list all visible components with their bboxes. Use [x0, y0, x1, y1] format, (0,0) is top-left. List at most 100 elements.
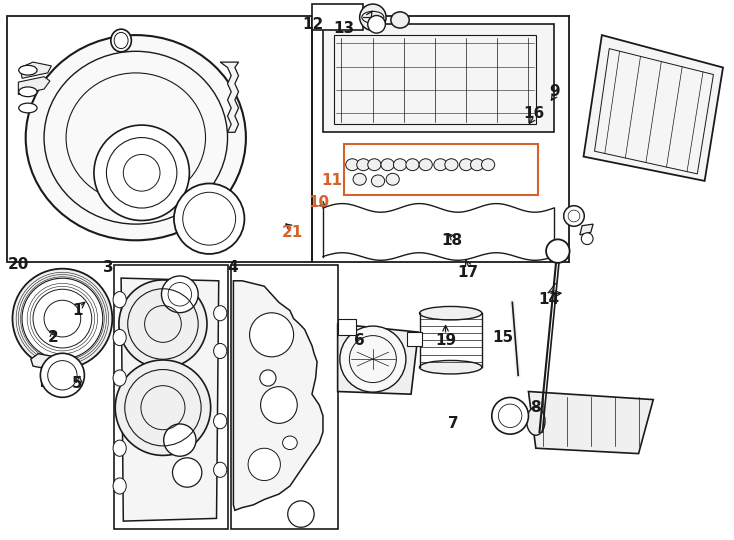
Bar	[7, 16, 312, 262]
Circle shape	[174, 184, 244, 254]
Ellipse shape	[459, 159, 473, 171]
Ellipse shape	[19, 87, 37, 97]
Ellipse shape	[283, 436, 297, 449]
Ellipse shape	[357, 159, 370, 171]
Circle shape	[368, 16, 385, 33]
Polygon shape	[220, 62, 239, 132]
Circle shape	[44, 300, 81, 337]
Circle shape	[250, 313, 294, 357]
Bar	[344, 144, 538, 195]
Circle shape	[48, 361, 77, 390]
Circle shape	[492, 397, 528, 434]
Ellipse shape	[214, 462, 227, 477]
Circle shape	[340, 326, 406, 392]
Circle shape	[164, 424, 196, 456]
Bar	[338, 319, 356, 335]
Circle shape	[564, 206, 584, 226]
Ellipse shape	[482, 159, 495, 171]
Ellipse shape	[390, 12, 410, 28]
Ellipse shape	[115, 32, 128, 49]
Text: 6: 6	[355, 333, 365, 348]
Circle shape	[40, 353, 84, 397]
Ellipse shape	[371, 175, 385, 187]
Ellipse shape	[19, 65, 37, 75]
Ellipse shape	[386, 173, 399, 185]
Ellipse shape	[445, 159, 458, 171]
Ellipse shape	[113, 370, 126, 386]
Circle shape	[22, 278, 103, 359]
Ellipse shape	[406, 159, 419, 171]
Circle shape	[581, 233, 593, 245]
Bar	[334, 35, 536, 124]
Circle shape	[248, 448, 280, 481]
Ellipse shape	[113, 292, 126, 308]
Bar	[407, 332, 422, 346]
Ellipse shape	[113, 478, 126, 494]
Ellipse shape	[393, 159, 407, 171]
Text: 1: 1	[72, 303, 82, 318]
Text: 14: 14	[539, 292, 559, 307]
Text: 19: 19	[435, 333, 456, 348]
Bar	[41, 366, 50, 386]
Ellipse shape	[111, 29, 131, 52]
Text: 18: 18	[441, 233, 462, 248]
Ellipse shape	[353, 173, 366, 185]
Text: 13: 13	[333, 21, 354, 36]
Text: 15: 15	[493, 330, 513, 345]
Polygon shape	[233, 281, 323, 510]
Ellipse shape	[526, 407, 545, 435]
Polygon shape	[580, 224, 593, 235]
Ellipse shape	[368, 159, 381, 171]
Polygon shape	[18, 77, 50, 94]
Polygon shape	[584, 35, 723, 181]
Circle shape	[12, 269, 112, 368]
Text: 2: 2	[48, 330, 58, 345]
Ellipse shape	[346, 159, 359, 171]
Text: 12: 12	[303, 17, 324, 32]
Bar	[231, 265, 338, 529]
Text: 7: 7	[448, 416, 459, 431]
Circle shape	[161, 276, 198, 313]
Ellipse shape	[113, 329, 126, 346]
Text: 17: 17	[457, 265, 478, 280]
Circle shape	[261, 387, 297, 423]
Ellipse shape	[420, 307, 482, 320]
Circle shape	[183, 192, 236, 245]
Text: 5: 5	[72, 376, 82, 391]
Text: 16: 16	[524, 106, 545, 121]
Circle shape	[119, 280, 207, 368]
Text: 20: 20	[7, 257, 29, 272]
Polygon shape	[31, 354, 55, 368]
Polygon shape	[21, 62, 51, 78]
Ellipse shape	[260, 370, 276, 386]
Ellipse shape	[381, 159, 394, 171]
Ellipse shape	[470, 159, 484, 171]
Bar	[114, 265, 228, 529]
Ellipse shape	[26, 35, 246, 240]
Text: 3: 3	[103, 260, 114, 275]
Text: 21: 21	[283, 225, 303, 240]
Ellipse shape	[113, 440, 126, 456]
Ellipse shape	[19, 103, 37, 113]
Text: 8: 8	[531, 400, 541, 415]
Ellipse shape	[420, 361, 482, 374]
Ellipse shape	[214, 414, 227, 429]
Circle shape	[33, 289, 92, 348]
Polygon shape	[528, 392, 653, 454]
Polygon shape	[338, 324, 418, 394]
Circle shape	[546, 239, 570, 263]
Circle shape	[568, 210, 580, 222]
Text: 4: 4	[228, 260, 238, 275]
Ellipse shape	[434, 159, 447, 171]
Circle shape	[115, 360, 211, 455]
Polygon shape	[121, 278, 219, 521]
Bar	[312, 4, 363, 30]
Text: 10: 10	[309, 195, 330, 210]
Circle shape	[288, 501, 314, 527]
Text: 11: 11	[321, 173, 342, 188]
Ellipse shape	[214, 306, 227, 321]
Ellipse shape	[419, 159, 432, 171]
Circle shape	[94, 125, 189, 220]
Text: 9: 9	[549, 84, 559, 99]
Circle shape	[172, 458, 202, 487]
